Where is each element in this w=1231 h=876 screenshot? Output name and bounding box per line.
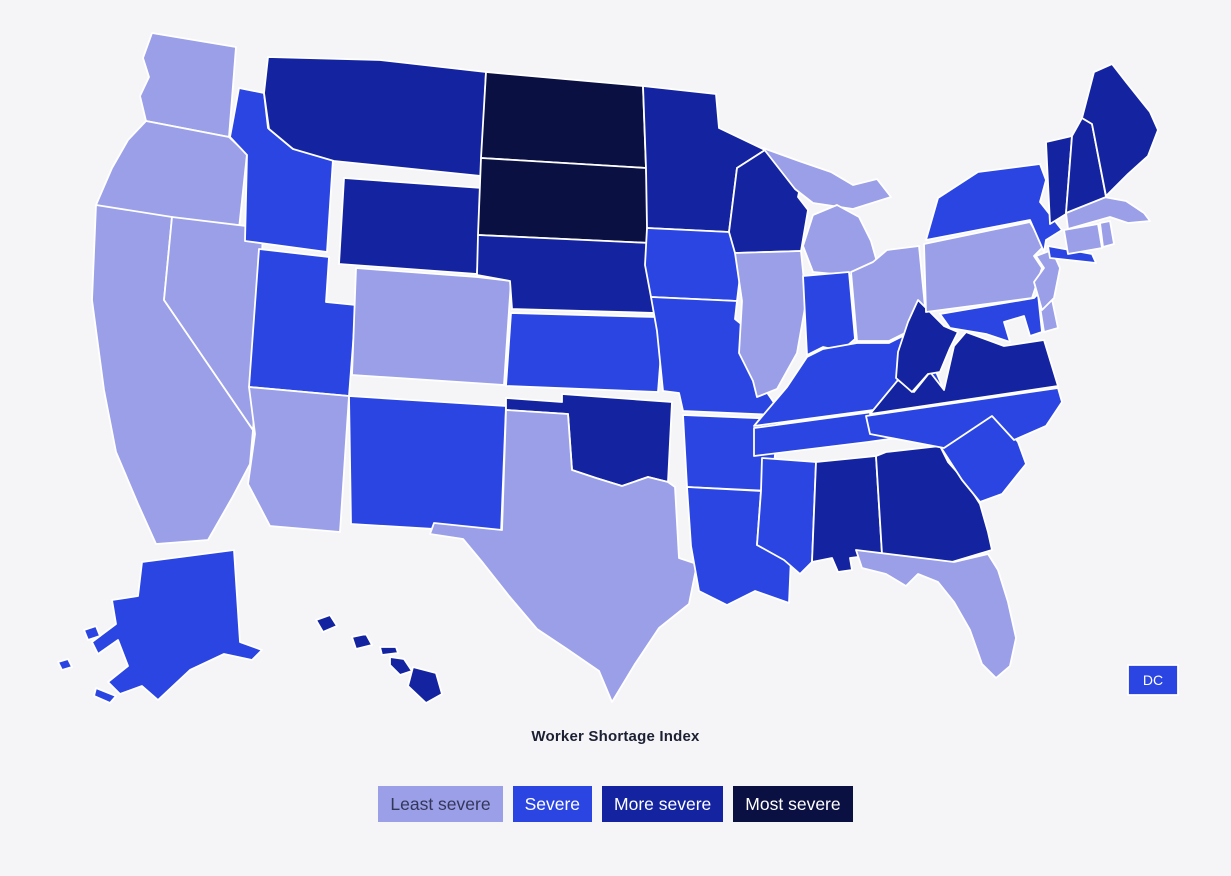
state-hi-big-island[interactable] [407, 666, 443, 704]
state-mt[interactable] [263, 56, 487, 177]
state-nm[interactable] [348, 395, 507, 534]
state-ri[interactable] [1099, 220, 1115, 248]
legend-item-more-severe[interactable]: More severe [602, 786, 724, 822]
state-md[interactable] [939, 293, 1043, 343]
state-ak-island[interactable] [93, 687, 117, 704]
dc-label: DC [1143, 672, 1163, 688]
state-hi-kauai[interactable] [315, 614, 338, 633]
state-mi-upper[interactable] [762, 147, 892, 210]
state-dc[interactable] [1127, 664, 1179, 696]
state-me[interactable] [1081, 63, 1159, 197]
state-ct[interactable] [1063, 223, 1103, 255]
state-ny[interactable] [925, 163, 1063, 253]
state-ak-island[interactable] [83, 625, 101, 641]
state-nc[interactable] [865, 387, 1063, 449]
state-hi-molokai[interactable] [379, 646, 399, 656]
state-hi-oahu[interactable] [351, 633, 373, 650]
legend: Least severe Severe More severe Most sev… [0, 786, 1231, 822]
map-title: Worker Shortage Index [531, 728, 700, 745]
state-wy[interactable] [338, 177, 483, 275]
legend-item-least-severe[interactable]: Least severe [378, 786, 503, 822]
dc-swatch[interactable]: DC [1127, 664, 1179, 696]
legend-item-most-severe[interactable]: Most severe [733, 786, 853, 822]
state-az[interactable] [247, 386, 350, 533]
state-sd[interactable] [477, 157, 651, 244]
state-ak[interactable] [91, 549, 263, 701]
state-ak-island[interactable] [57, 658, 73, 671]
state-ut[interactable] [248, 248, 357, 397]
state-ia[interactable] [644, 227, 744, 302]
state-nd[interactable] [480, 71, 647, 169]
state-wa[interactable] [139, 32, 237, 138]
state-co[interactable] [351, 267, 512, 386]
state-vt[interactable] [1045, 135, 1073, 225]
state-fl[interactable] [855, 549, 1017, 679]
state-hi-maui[interactable] [389, 656, 413, 676]
legend-item-severe[interactable]: Severe [512, 786, 593, 822]
state-in[interactable] [802, 271, 856, 356]
state-ks[interactable] [505, 312, 664, 393]
state-tx[interactable] [429, 409, 698, 703]
us-choropleth-map: DC [57, 32, 1179, 704]
